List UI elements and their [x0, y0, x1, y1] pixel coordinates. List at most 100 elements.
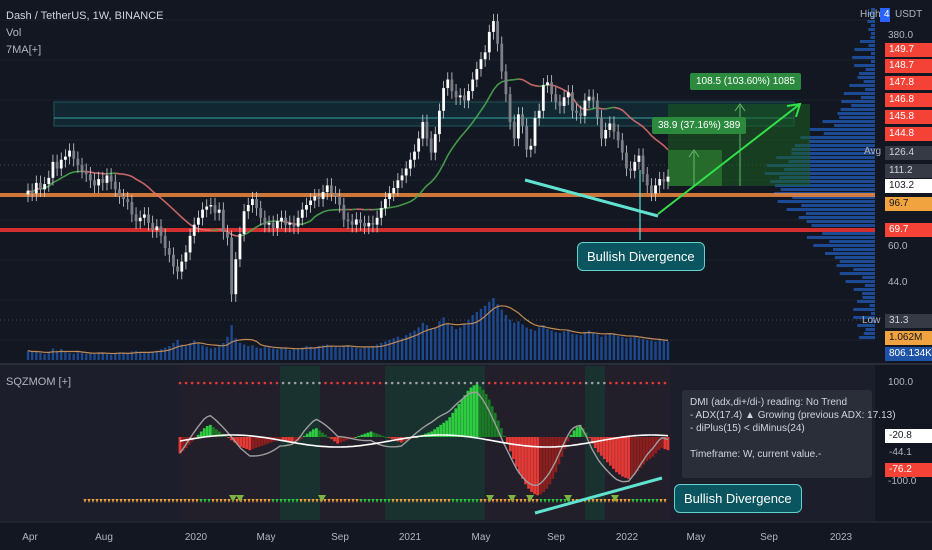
volume-bar: [396, 336, 400, 360]
volume-bar: [658, 339, 661, 360]
squeeze-dot: [221, 381, 224, 385]
candle-body: [550, 82, 554, 95]
volume-profile-bar: [860, 40, 875, 43]
squeeze-dot: [330, 381, 333, 385]
candle-body: [571, 92, 574, 111]
signal-triangle: [229, 495, 237, 502]
signal-marker: [175, 499, 179, 503]
volume-bar: [384, 341, 387, 360]
candle-body: [196, 217, 200, 225]
candle-body: [26, 190, 30, 195]
signal-marker: [523, 499, 527, 503]
momentum-bar: [639, 437, 643, 468]
signal-marker: [423, 499, 427, 503]
time-axis-tick: Sep: [331, 532, 349, 543]
momentum-bar: [372, 432, 376, 437]
volume-bar: [30, 352, 34, 360]
momentum-bar: [202, 428, 206, 437]
signal-marker: [107, 499, 111, 503]
candle-body: [296, 217, 300, 227]
volume-bar: [492, 298, 495, 360]
price-axis-label: 148.7: [885, 59, 932, 73]
squeeze-dot: [536, 381, 539, 385]
signal-marker: [615, 499, 619, 503]
volume-bar: [188, 342, 192, 360]
volume-bar: [242, 344, 246, 360]
volume-bar: [608, 333, 612, 360]
squeeze-dot: [627, 381, 630, 385]
signal-marker: [407, 499, 411, 503]
volume-bar: [80, 353, 84, 360]
momentum-bar: [302, 435, 306, 437]
volume-bar: [55, 350, 59, 360]
signal-marker: [483, 499, 487, 503]
signal-marker: [171, 499, 175, 503]
signal-marker: [95, 499, 99, 503]
momentum-bar: [184, 437, 188, 448]
volume-bar: [126, 353, 129, 360]
squeeze-dot: [390, 381, 394, 385]
squeeze-dot: [293, 381, 297, 385]
price-axis-tick: 60.0: [888, 241, 908, 252]
bullish-divergence-callout-price: Bullish Divergence: [577, 242, 705, 271]
signal-marker: [387, 499, 391, 503]
signal-marker: [391, 499, 395, 503]
signal-marker: [419, 499, 423, 503]
volume-indicator-label[interactable]: Vol: [6, 27, 22, 39]
momentum-bar: [663, 437, 667, 450]
candle-body: [317, 196, 321, 200]
momentum-bar: [557, 437, 561, 465]
volume-profile-bar: [871, 16, 875, 19]
volume-bar: [355, 347, 358, 360]
signal-marker: [495, 499, 499, 503]
signal-marker: [443, 499, 447, 503]
candle-body: [462, 95, 466, 101]
momentum-bar: [581, 428, 585, 437]
volume-bar: [26, 350, 30, 360]
candle-body: [641, 155, 645, 175]
candle-body: [155, 226, 159, 231]
squeeze-dot: [554, 381, 558, 385]
squeeze-dot: [518, 381, 521, 385]
signal-marker: [83, 499, 87, 503]
signal-marker: [503, 499, 507, 503]
signal-marker: [619, 499, 623, 503]
volume-bar: [454, 329, 458, 360]
signal-marker: [119, 499, 123, 503]
squeeze-dot: [512, 381, 515, 385]
signal-marker: [183, 499, 187, 503]
oscillator-axis-label: -76.2: [885, 463, 932, 477]
volume-profile-bar: [777, 200, 875, 203]
signal-marker: [159, 499, 163, 503]
volume-bar: [479, 308, 483, 360]
volume-bar: [413, 330, 416, 360]
volume-bar: [267, 347, 271, 360]
ma-indicator-label[interactable]: 7MA[+]: [6, 44, 42, 56]
volume-bar: [51, 348, 55, 360]
squeeze-dot: [475, 381, 479, 385]
momentum-bar: [642, 437, 646, 465]
candle-body: [221, 209, 225, 232]
squeeze-dot: [530, 381, 533, 385]
volume-bar: [375, 344, 379, 360]
volume-bar: [537, 327, 541, 360]
candle-body: [300, 209, 304, 218]
momentum-bar: [287, 437, 291, 443]
momentum-bar: [208, 424, 212, 437]
volume-bar: [591, 332, 595, 360]
volume-profile-bar: [862, 292, 875, 295]
squeeze-dot: [372, 381, 376, 385]
candle-body: [76, 158, 80, 166]
volume-bar: [114, 353, 117, 360]
candle-body: [442, 88, 445, 111]
volume-bar: [666, 341, 670, 360]
momentum-bar: [587, 437, 591, 439]
momentum-bar: [572, 430, 576, 437]
squeeze-dot: [609, 381, 612, 385]
volume-bar: [105, 353, 109, 360]
candle-body: [159, 226, 163, 236]
sqzmom-indicator-label[interactable]: SQZMOM [+]: [6, 376, 72, 388]
momentum-bar: [275, 437, 279, 441]
volume-bar: [392, 338, 395, 360]
momentum-bar: [618, 437, 621, 475]
